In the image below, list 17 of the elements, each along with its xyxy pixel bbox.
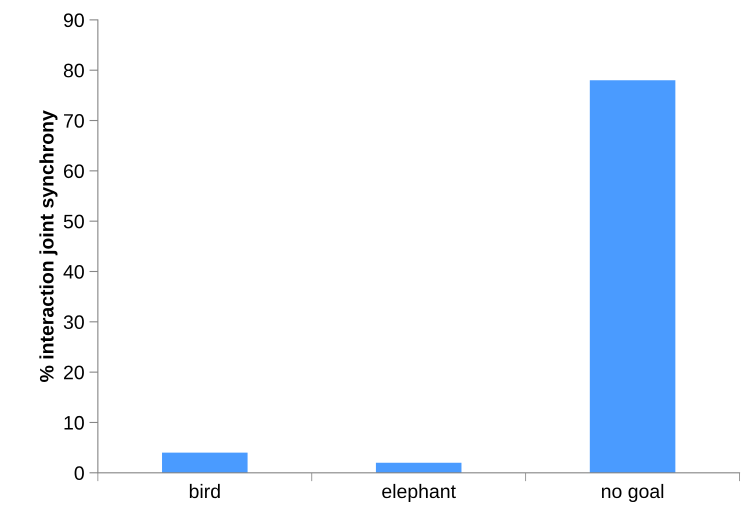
- y-tick-label: 60: [64, 164, 84, 178]
- y-tick-label: 40: [63, 264, 84, 279]
- y-tick-label: 70: [64, 114, 84, 128]
- y-tick-label: 10: [64, 416, 84, 430]
- bar: [376, 462, 462, 473]
- y-tick-label: 0: [74, 466, 84, 480]
- y-tick-label: 30: [64, 315, 84, 330]
- y-tick-label: 20: [64, 366, 84, 380]
- x-tick-label: bird: [190, 484, 220, 498]
- y-tick-label: 80: [64, 64, 84, 78]
- y-tick-label: 50: [64, 214, 84, 228]
- x-tick-label: no goal: [602, 484, 664, 502]
- y-tick-label: 90: [64, 13, 84, 28]
- bar: [162, 452, 248, 473]
- bar: [590, 80, 676, 473]
- y-axis-title: % interaction joint synchrony: [39, 110, 58, 382]
- x-tick-label: elephant: [382, 484, 456, 502]
